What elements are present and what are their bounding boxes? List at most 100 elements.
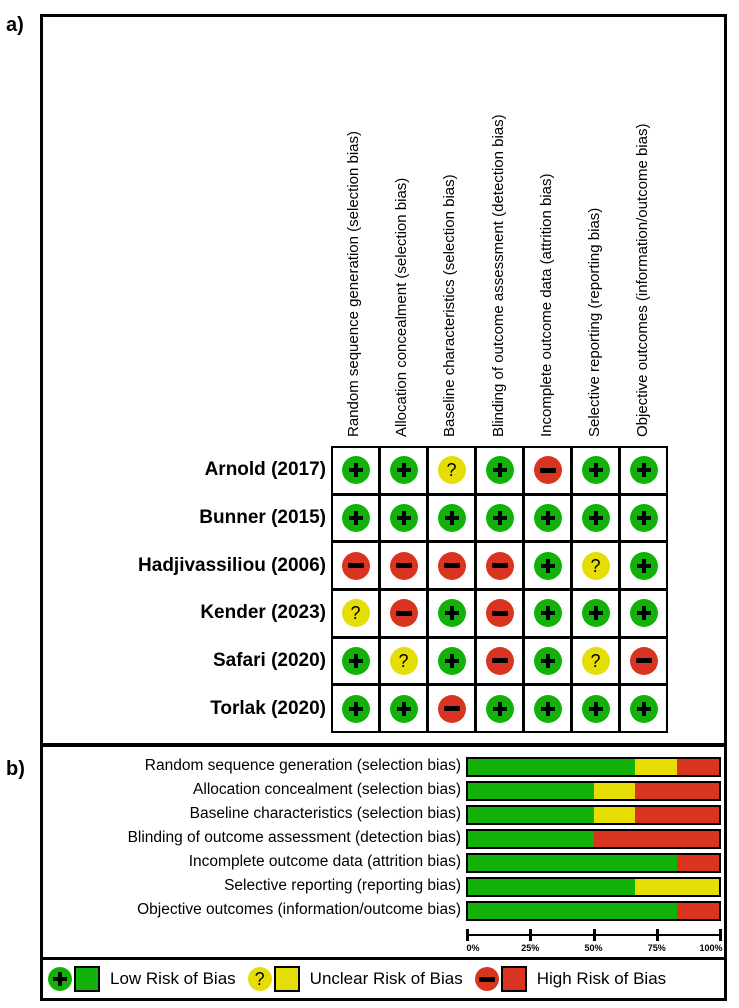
grid-cell: [381, 543, 426, 588]
grid-cell: [621, 686, 666, 731]
low-risk-plus-icon: [533, 551, 562, 580]
bar-segment-high: [635, 783, 719, 799]
high-risk-minus-icon: [389, 599, 418, 628]
bar-label: Selective reporting (reporting bias): [224, 877, 461, 894]
grid-cell: [381, 591, 426, 636]
risk-of-bias-grid: ?????: [331, 446, 668, 733]
grid-cell: ?: [573, 543, 618, 588]
axis-tick-label: 100%: [699, 943, 723, 953]
high-risk-minus-icon: [437, 551, 466, 580]
bar-segment-low: [468, 759, 636, 775]
domain-header: Incomplete outcome data (attrition bias): [537, 173, 555, 437]
high-risk-minus-icon: [437, 694, 466, 723]
low-risk-plus-icon: [581, 503, 610, 532]
axis-tick: [529, 929, 533, 941]
bar-label: Objective outcomes (information/outcome …: [137, 901, 461, 918]
unclear-risk-question-icon: ?: [581, 646, 610, 675]
low-risk-plus-icon: [629, 694, 658, 723]
grid-cell: [525, 686, 570, 731]
grid-cell: [573, 495, 618, 541]
grid-cell: ?: [429, 448, 474, 493]
grid-cell: [333, 495, 378, 541]
study-label: Kender (2023): [200, 602, 326, 624]
low-risk-plus-icon: [485, 694, 514, 723]
stacked-bar: [466, 781, 721, 801]
low-risk-plus-icon: [341, 456, 370, 485]
grid-cell: [429, 543, 474, 588]
unclear-risk-question-icon: ?: [437, 456, 466, 485]
bar-segment-unclear: [635, 879, 719, 895]
low-risk-plus-icon: [533, 599, 562, 628]
low-risk-plus-icon: [341, 694, 370, 723]
grid-cell: [333, 448, 378, 493]
low-risk-plus-icon: [581, 456, 610, 485]
bar-segment-unclear: [593, 807, 636, 823]
bar-segment-low: [468, 831, 594, 847]
low-risk-plus-icon: [629, 456, 658, 485]
axis-tick: [719, 929, 722, 941]
grid-cell: [477, 495, 522, 541]
stacked-bar: [466, 805, 721, 825]
bar-label: Allocation concealment (selection bias): [193, 781, 461, 798]
unclear-risk-question-icon: ?: [581, 551, 610, 580]
grid-cell: [477, 591, 522, 636]
low-risk-plus-icon: [341, 503, 370, 532]
unclear-risk-question-icon: ?: [389, 646, 418, 675]
axis-tick-label: 75%: [647, 943, 666, 953]
grid-cell: [621, 591, 666, 636]
stacked-bar: [466, 829, 721, 849]
panel-b-label: b): [6, 758, 25, 780]
grid-cell: [333, 638, 378, 684]
grid-cell: ?: [573, 638, 618, 684]
grid-cell: [429, 686, 474, 731]
high-risk-minus-icon: [485, 551, 514, 580]
grid-cell: [477, 686, 522, 731]
low-risk-plus-icon: [389, 694, 418, 723]
grid-cell: [381, 495, 426, 541]
study-labels: Arnold (2017) Bunner (2015) Hadjivassiliou…: [40, 447, 326, 732]
high-risk-minus-icon: [485, 646, 514, 675]
unclear-risk-question-icon: ?: [247, 967, 272, 991]
bar-segment-low: [468, 783, 594, 799]
bar-segment-high: [677, 903, 719, 919]
legend-unclear-label: Unclear Risk of Bias: [309, 969, 463, 988]
bar-segment-unclear: [593, 783, 636, 799]
low-risk-plus-icon: [48, 967, 72, 991]
study-label: Safari (2020): [212, 650, 326, 672]
axis-tick: [592, 929, 596, 941]
stacked-bar: [466, 901, 721, 921]
high-risk-minus-icon: [389, 551, 418, 580]
unclear-risk-question-icon: ?: [341, 599, 370, 628]
grid-cell: [477, 543, 522, 588]
stacked-bar: [466, 757, 721, 777]
grid-cell: [525, 448, 570, 493]
bar-segment-high: [677, 759, 720, 775]
low-risk-plus-icon: [629, 503, 658, 532]
bar-label: Incomplete outcome data (attrition bias): [188, 853, 461, 870]
low-risk-plus-icon: [485, 456, 514, 485]
study-label: Torlak (2020): [210, 698, 326, 720]
domain-header: Allocation concealment (selection bias): [393, 177, 411, 437]
axis-tick: [655, 929, 659, 941]
high-risk-minus-icon: [474, 967, 499, 991]
high-risk-swatch: [500, 966, 527, 992]
grid-cell: [429, 638, 474, 684]
grid-cell: [429, 591, 474, 636]
grid-cell: [621, 495, 666, 541]
domain-header: Selective reporting (reporting bias): [585, 207, 603, 437]
bar-segment-low: [468, 855, 678, 871]
grid-cell: [333, 686, 378, 731]
grid-cell: [477, 448, 522, 493]
legend-low-label: Low Risk of Bias: [110, 969, 236, 988]
bar-segment-high: [593, 831, 719, 847]
bar-segment-unclear: [635, 759, 678, 775]
low-risk-plus-icon: [581, 694, 610, 723]
bar-label: Blinding of outcome assessment (detectio…: [127, 829, 461, 846]
grid-cell: [621, 543, 666, 588]
study-label: Arnold (2017): [204, 458, 326, 480]
domain-header: Random sequence generation (selection bi…: [345, 130, 363, 437]
study-label: Bunner (2015): [199, 506, 326, 528]
high-risk-minus-icon: [533, 456, 562, 485]
bar-segment-high: [677, 855, 719, 871]
high-risk-minus-icon: [341, 551, 370, 580]
